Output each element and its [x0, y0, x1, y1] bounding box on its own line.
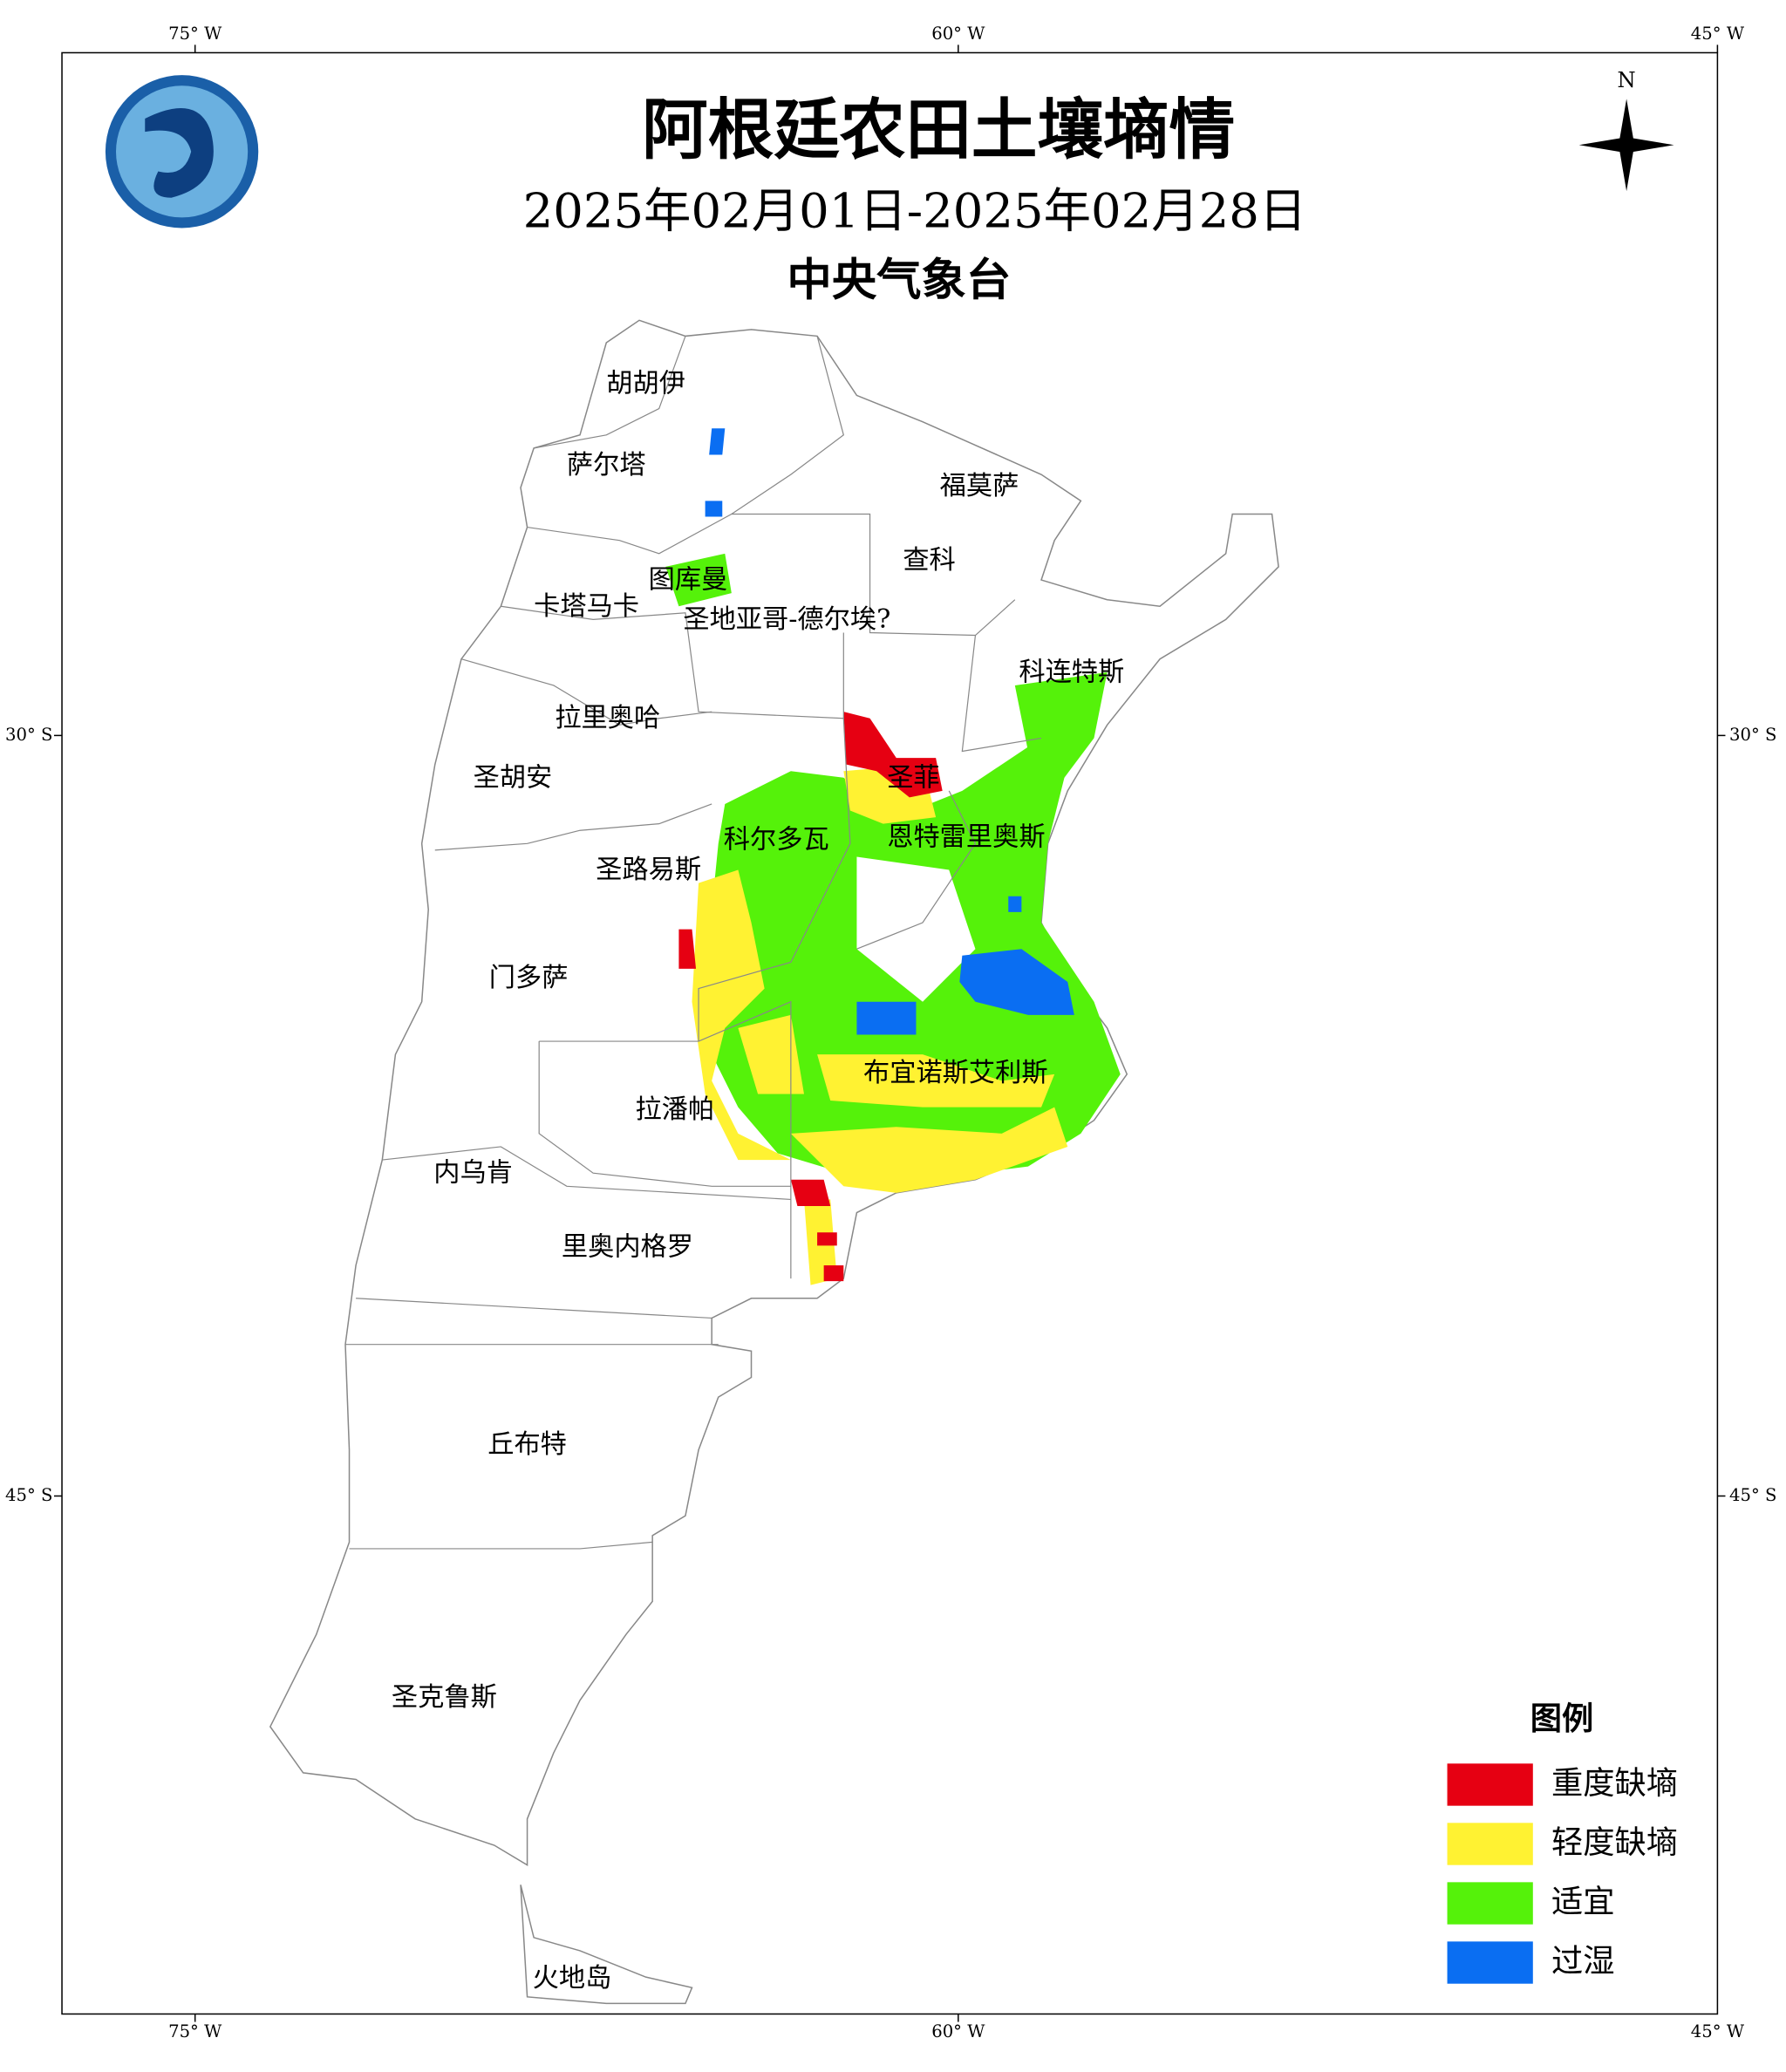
province-label: 内乌肯	[433, 1158, 513, 1189]
moisture-patches	[665, 428, 1121, 1285]
legend-label: 适宜	[1551, 1883, 1615, 1920]
title: 阿根廷农田土壤墒情	[642, 91, 1235, 168]
province-label: 火地岛	[533, 1963, 612, 1994]
lon-label: 75° W	[168, 24, 222, 44]
legend-swatch	[1447, 1882, 1533, 1925]
lat-label: 30° S	[1729, 725, 1776, 745]
north-label: N	[1618, 68, 1636, 92]
frame	[61, 51, 1719, 2015]
province-label: 圣地亚哥-德尔埃?	[683, 604, 890, 635]
lat-label: 30° S	[5, 725, 52, 745]
legend-swatch	[1447, 1941, 1533, 1984]
lat-label: 45° S	[5, 1485, 52, 1505]
province-label: 圣胡安	[474, 762, 553, 793]
lon-label: 60° W	[931, 24, 985, 44]
legend-label: 过湿	[1551, 1942, 1615, 1980]
logo	[105, 75, 259, 228]
province-label: 恩特雷里奥斯	[887, 821, 1045, 852]
province-borders	[344, 336, 1042, 1550]
subtitle: 2025年02月01日-2025年02月28日	[523, 182, 1307, 238]
province-label: 圣路易斯	[596, 855, 701, 885]
province-label: 布宜诺斯艾利斯	[863, 1058, 1048, 1088]
lon-label: 75° W	[168, 2021, 222, 2041]
agency: 中央气象台	[787, 254, 1011, 306]
province-label: 福莫萨	[940, 471, 1019, 501]
province-label: 萨尔塔	[567, 450, 646, 481]
legend-label: 重度缺墒	[1551, 1764, 1678, 1802]
province-label: 卡塔马卡	[534, 591, 639, 622]
province-label: 丘布特	[487, 1429, 567, 1460]
province-label: 科连特斯	[1019, 657, 1124, 687]
province-label: 拉里奥哈	[555, 703, 660, 733]
lon-label: 45° W	[1691, 24, 1745, 44]
province-label: 圣克鲁斯	[392, 1682, 497, 1713]
frame-ticks	[53, 44, 1726, 2022]
legend-swatch	[1447, 1823, 1533, 1865]
legend-title: 图例	[1530, 1700, 1594, 1737]
lon-label: 45° W	[1691, 2021, 1745, 2041]
province-label: 胡胡伊	[606, 368, 685, 399]
lat-label: 45° S	[1729, 1485, 1776, 1505]
province-label: 图库曼	[649, 565, 728, 596]
legend-label: 轻度缺墒	[1551, 1823, 1678, 1861]
province-label: 查科	[903, 545, 955, 576]
province-label: 拉潘帕	[636, 1094, 715, 1125]
province-label: 门多萨	[489, 963, 569, 993]
province-label: 科尔多瓦	[724, 824, 829, 855]
province-label: 里奥内格罗	[562, 1231, 693, 1262]
province-label: 圣菲	[887, 762, 939, 793]
legend-swatch	[1447, 1763, 1533, 1806]
lon-label: 60° W	[931, 2021, 985, 2041]
